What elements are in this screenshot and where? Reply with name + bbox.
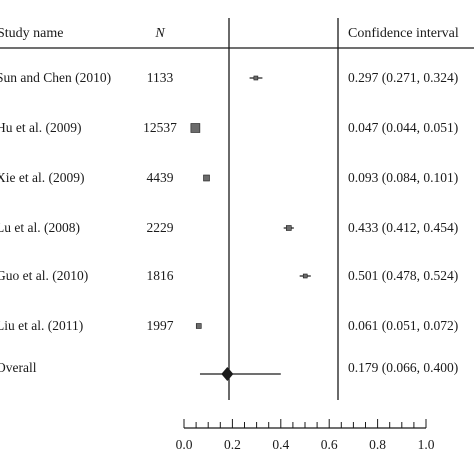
x-tick-label: 1.0 bbox=[418, 437, 435, 452]
x-tick-label: 0.2 bbox=[224, 437, 241, 452]
study-name: Hu et al. (2009) bbox=[0, 120, 81, 135]
estimate-box bbox=[195, 323, 202, 329]
study-name: Liu et al. (2011) bbox=[0, 318, 83, 333]
x-tick-label: 0.6 bbox=[321, 437, 338, 452]
header-study-name: Study name bbox=[0, 26, 64, 41]
header-n: N bbox=[154, 26, 165, 41]
x-tick-label: 0.8 bbox=[369, 437, 386, 452]
study-ci-text: 0.093 (0.084, 0.101) bbox=[348, 170, 458, 185]
overall-ci-text: 0.179 (0.066, 0.400) bbox=[348, 360, 458, 375]
study-name: Guo et al. (2010) bbox=[0, 268, 88, 283]
study-n: 12537 bbox=[143, 120, 177, 135]
study-name: Lu et al. (2008) bbox=[0, 220, 80, 235]
x-tick-label: 0.0 bbox=[176, 437, 193, 452]
study-n: 4439 bbox=[147, 170, 174, 185]
header-confidence-interval: Confidence interval bbox=[348, 26, 459, 41]
study-n: 1997 bbox=[147, 318, 174, 333]
study-n: 1816 bbox=[147, 268, 174, 283]
x-tick-label: 0.4 bbox=[272, 437, 289, 452]
study-n: 1133 bbox=[147, 70, 174, 85]
study-n: 2229 bbox=[147, 220, 174, 235]
estimate-box bbox=[253, 75, 259, 81]
study-ci-text: 0.047 (0.044, 0.051) bbox=[348, 120, 458, 135]
estimate-box bbox=[203, 174, 210, 182]
overall-label: Overall bbox=[0, 360, 37, 375]
study-ci-text: 0.433 (0.412, 0.454) bbox=[348, 220, 458, 235]
estimate-box bbox=[285, 225, 292, 231]
estimate-box bbox=[190, 123, 201, 133]
overall-diamond bbox=[221, 367, 234, 381]
study-ci-text: 0.061 (0.051, 0.072) bbox=[348, 318, 458, 333]
study-ci-text: 0.501 (0.478, 0.524) bbox=[348, 268, 458, 283]
study-name: Xie et al. (2009) bbox=[0, 170, 84, 185]
study-ci-text: 0.297 (0.271, 0.324) bbox=[348, 70, 458, 85]
estimate-box bbox=[302, 273, 308, 279]
study-name: Sun and Chen (2010) bbox=[0, 70, 111, 85]
